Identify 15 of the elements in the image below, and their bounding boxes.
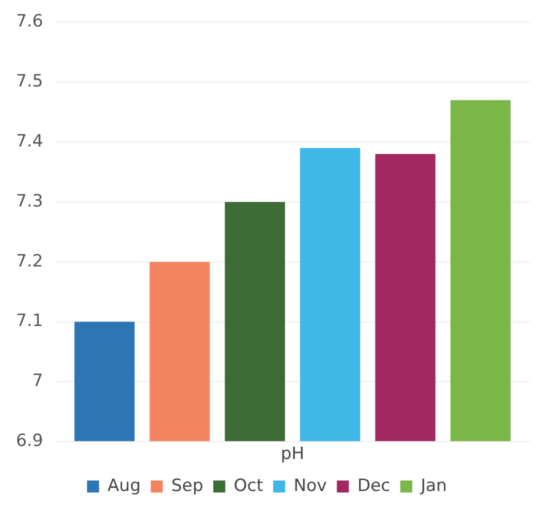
legend-label: Aug bbox=[108, 476, 141, 496]
legend-label: Dec bbox=[357, 476, 390, 496]
y-tick-label: 7.3 bbox=[16, 191, 44, 212]
y-tick-label: 7.5 bbox=[16, 72, 44, 92]
y-tick-label: 7.2 bbox=[16, 251, 44, 272]
legend-label: Jan bbox=[420, 476, 447, 496]
y-tick-label: 7.4 bbox=[16, 131, 44, 152]
y-tick-label: 7.1 bbox=[16, 311, 44, 332]
y-tick-label: 7 bbox=[32, 371, 44, 392]
y-tick-label: 6.9 bbox=[16, 431, 44, 452]
y-tick-label: 7.6 bbox=[16, 12, 44, 32]
legend-label: Oct bbox=[234, 476, 264, 496]
x-tick-label: pH bbox=[280, 444, 304, 464]
legend-label: Nov bbox=[294, 476, 327, 496]
legend-label: Sep bbox=[171, 476, 204, 496]
